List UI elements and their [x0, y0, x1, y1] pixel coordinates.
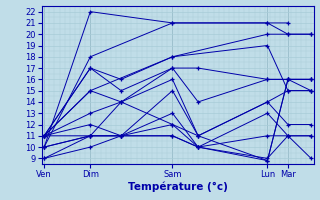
X-axis label: Température (°c): Température (°c): [128, 181, 228, 192]
